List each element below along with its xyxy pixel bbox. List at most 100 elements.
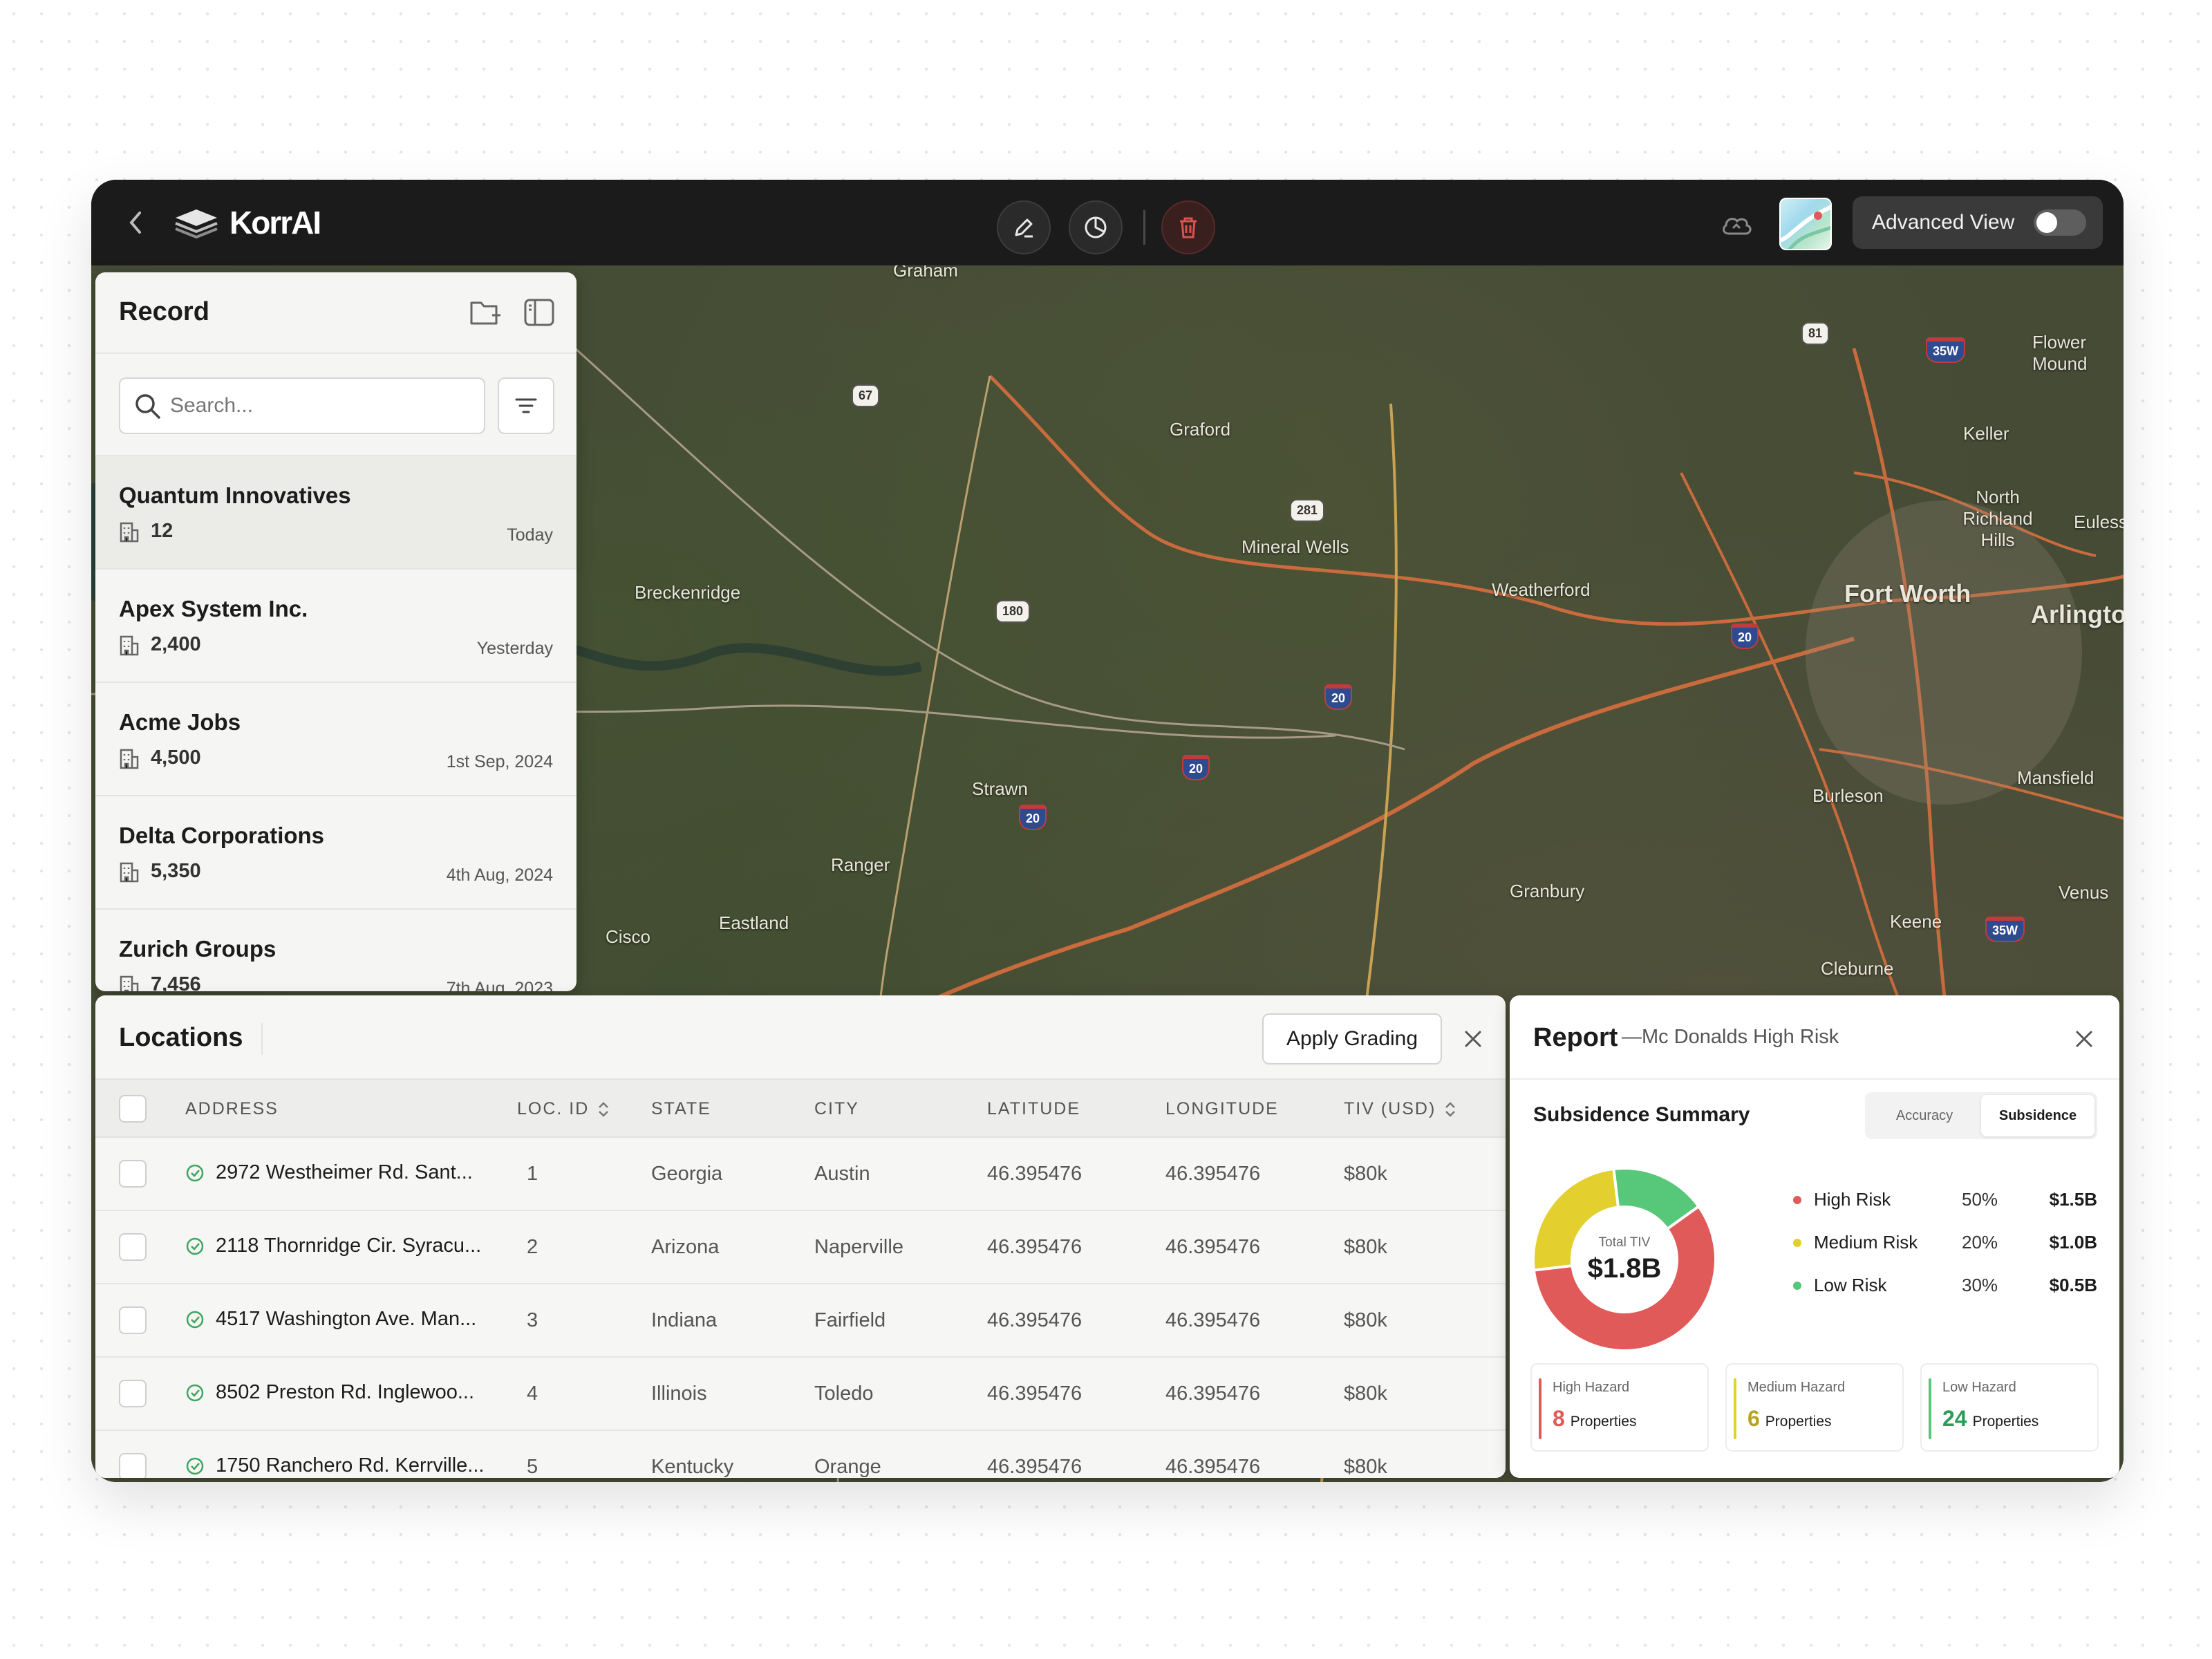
table-row[interactable]: 2972 Westheimer Rd. Sant... 1 Georgia Au… <box>95 1138 1506 1211</box>
map-label: Burleson <box>1812 785 1884 806</box>
close-locations-button[interactable] <box>1456 1022 1490 1056</box>
summary-title: Subsidence Summary <box>1533 1103 1750 1126</box>
hazard-bar <box>1539 1378 1541 1439</box>
interstate-shield: 20 <box>1324 684 1353 710</box>
back-button[interactable] <box>119 206 152 239</box>
apply-grading-button[interactable]: Apply Grading <box>1262 1013 1442 1065</box>
record-item-count-value: 2,400 <box>151 633 201 655</box>
chart-button[interactable] <box>1069 200 1123 254</box>
hazard-count-unit: Properties <box>1972 1414 2039 1430</box>
building-icon <box>120 975 139 991</box>
hazard-label: High Hazard <box>1553 1380 1630 1395</box>
cell-loc-id: 4 <box>527 1382 538 1405</box>
filter-button[interactable] <box>498 377 554 434</box>
row-checkbox[interactable] <box>119 1233 147 1261</box>
hazard-card-medium[interactable]: Medium Hazard 6 Properties <box>1725 1363 1904 1452</box>
toggle-switch[interactable] <box>2034 209 2086 236</box>
search-input[interactable] <box>170 394 460 418</box>
row-checkbox[interactable] <box>119 1453 147 1478</box>
building-icon <box>120 862 139 882</box>
delete-button[interactable] <box>1161 200 1215 254</box>
legend-name: Low Risk <box>1814 1275 1887 1295</box>
map-label: Strawn <box>972 778 1028 799</box>
legend-value: $1.0B <box>2049 1232 2097 1253</box>
search-icon <box>135 394 160 419</box>
cell-longitude: 46.395476 <box>1165 1382 1261 1405</box>
cell-tiv: $80k <box>1344 1456 1387 1478</box>
table-row[interactable]: 2118 Thornridge Cir. Syracu... 2 Arizona… <box>95 1211 1506 1284</box>
building-icon <box>120 635 139 655</box>
record-item[interactable]: Delta Corporations 5,350 4th Aug, 2024 <box>95 796 577 910</box>
tab-subsidence[interactable]: Subsidence <box>1981 1095 2094 1136</box>
column-header-tiv[interactable]: TIV (USD) <box>1344 1099 1456 1119</box>
row-checkbox[interactable] <box>119 1380 147 1407</box>
cell-address: 1750 Ranchero Rd. Kerrville... <box>185 1454 484 1477</box>
map-thumbnail[interactable] <box>1779 198 1832 250</box>
table-row[interactable]: 8502 Preston Rd. Inglewoo... 4 Illinois … <box>95 1358 1506 1431</box>
record-item[interactable]: Quantum Innovatives 12 Today <box>95 456 577 570</box>
trash-icon <box>1180 217 1197 238</box>
cell-longitude: 46.395476 <box>1165 1236 1261 1258</box>
cell-loc-id: 3 <box>527 1309 538 1331</box>
cell-loc-id: 2 <box>527 1236 538 1258</box>
hazard-card-high[interactable]: High Hazard 8 Properties <box>1530 1363 1709 1452</box>
table-row[interactable]: 4517 Washington Ave. Man... 3 Indiana Fa… <box>95 1284 1506 1358</box>
hazard-count-unit: Properties <box>1765 1414 1832 1430</box>
map-label: Fort Worth <box>1844 579 1971 608</box>
record-item[interactable]: Apex System Inc. 2,400 Yesterday <box>95 570 577 683</box>
hazard-card-low[interactable]: Low Hazard 24 Properties <box>1920 1363 2099 1452</box>
cloud-sync-button[interactable] <box>1716 205 1757 246</box>
hazard-label: Low Hazard <box>1942 1380 2016 1395</box>
cell-tiv: $80k <box>1344 1382 1387 1405</box>
legend-percent: 20% <box>1962 1232 1998 1253</box>
column-header-address: ADDRESS <box>185 1099 279 1118</box>
map-label: Ranger <box>831 854 890 875</box>
map-label: Graford <box>1170 419 1231 440</box>
row-checkbox[interactable] <box>119 1160 147 1188</box>
donut-hole <box>1572 1207 1677 1312</box>
new-folder-button[interactable] <box>466 293 505 332</box>
cell-state: Kentucky <box>651 1456 734 1478</box>
close-icon <box>1465 1031 1481 1047</box>
record-item-count: 2,400 <box>119 633 201 656</box>
select-all-checkbox[interactable] <box>119 1095 147 1123</box>
map-label: Venus <box>2059 882 2109 903</box>
record-item[interactable]: Acme Jobs 4,500 1st Sep, 2024 <box>95 683 577 796</box>
record-item-date: 1st Sep, 2024 <box>446 752 553 771</box>
report-header: Report —Mc Donalds High Risk <box>1510 995 2119 1080</box>
layers-logo-icon <box>175 209 218 238</box>
record-item[interactable]: Zurich Groups 7,456 7th Aug, 2023 <box>95 910 577 991</box>
total-tiv-label: Total TIV <box>1598 1235 1651 1250</box>
logo: KorrAI <box>173 198 321 247</box>
toolbar-divider <box>1143 210 1145 245</box>
record-panel: Record Quantum Innovatives 12 Today <box>95 272 577 991</box>
edit-button[interactable] <box>997 200 1051 254</box>
table-row[interactable]: 1750 Ranchero Rd. Kerrville... 5 Kentuck… <box>95 1431 1506 1478</box>
cell-latitude: 46.395476 <box>987 1309 1082 1331</box>
map-thumbnail-icon <box>1781 205 1830 249</box>
column-header-label: TIV (USD) <box>1344 1099 1436 1118</box>
cell-tiv: $80k <box>1344 1309 1387 1331</box>
tab-accuracy[interactable]: Accuracy <box>1895 1107 1953 1123</box>
close-report-button[interactable] <box>2067 1022 2101 1056</box>
map-label: Mansfield <box>2017 767 2094 788</box>
close-icon <box>2076 1031 2092 1047</box>
report-subtitle: —Mc Donalds High Risk <box>1622 1026 1839 1048</box>
column-header-loc-id[interactable]: LOC. ID <box>517 1099 610 1119</box>
check-circle-icon <box>186 1237 204 1255</box>
locations-table: ADDRESS LOC. ID STATE CITY LATITUDE LONG… <box>95 1080 1506 1478</box>
panel-left-icon <box>524 299 554 326</box>
map-label: Eastland <box>719 912 789 933</box>
map-label: Euless <box>2074 512 2124 532</box>
logo-text: KorrAI <box>229 205 321 241</box>
search-row <box>95 354 577 456</box>
sidebar-toggle-button[interactable] <box>520 293 559 332</box>
cell-address-text: 8502 Preston Rd. Inglewoo... <box>216 1381 475 1403</box>
locations-panel: Locations Apply Grading ADDRESS LOC. ID … <box>95 995 1506 1478</box>
row-checkbox[interactable] <box>119 1306 147 1334</box>
record-item-count: 7,456 <box>119 973 201 991</box>
record-item-name: Acme Jobs <box>119 709 241 735</box>
map-label: Keller <box>1963 423 2009 444</box>
advanced-view-toggle[interactable]: Advanced View <box>1853 196 2103 249</box>
cell-address-text: 2972 Westheimer Rd. Sant... <box>216 1161 473 1183</box>
